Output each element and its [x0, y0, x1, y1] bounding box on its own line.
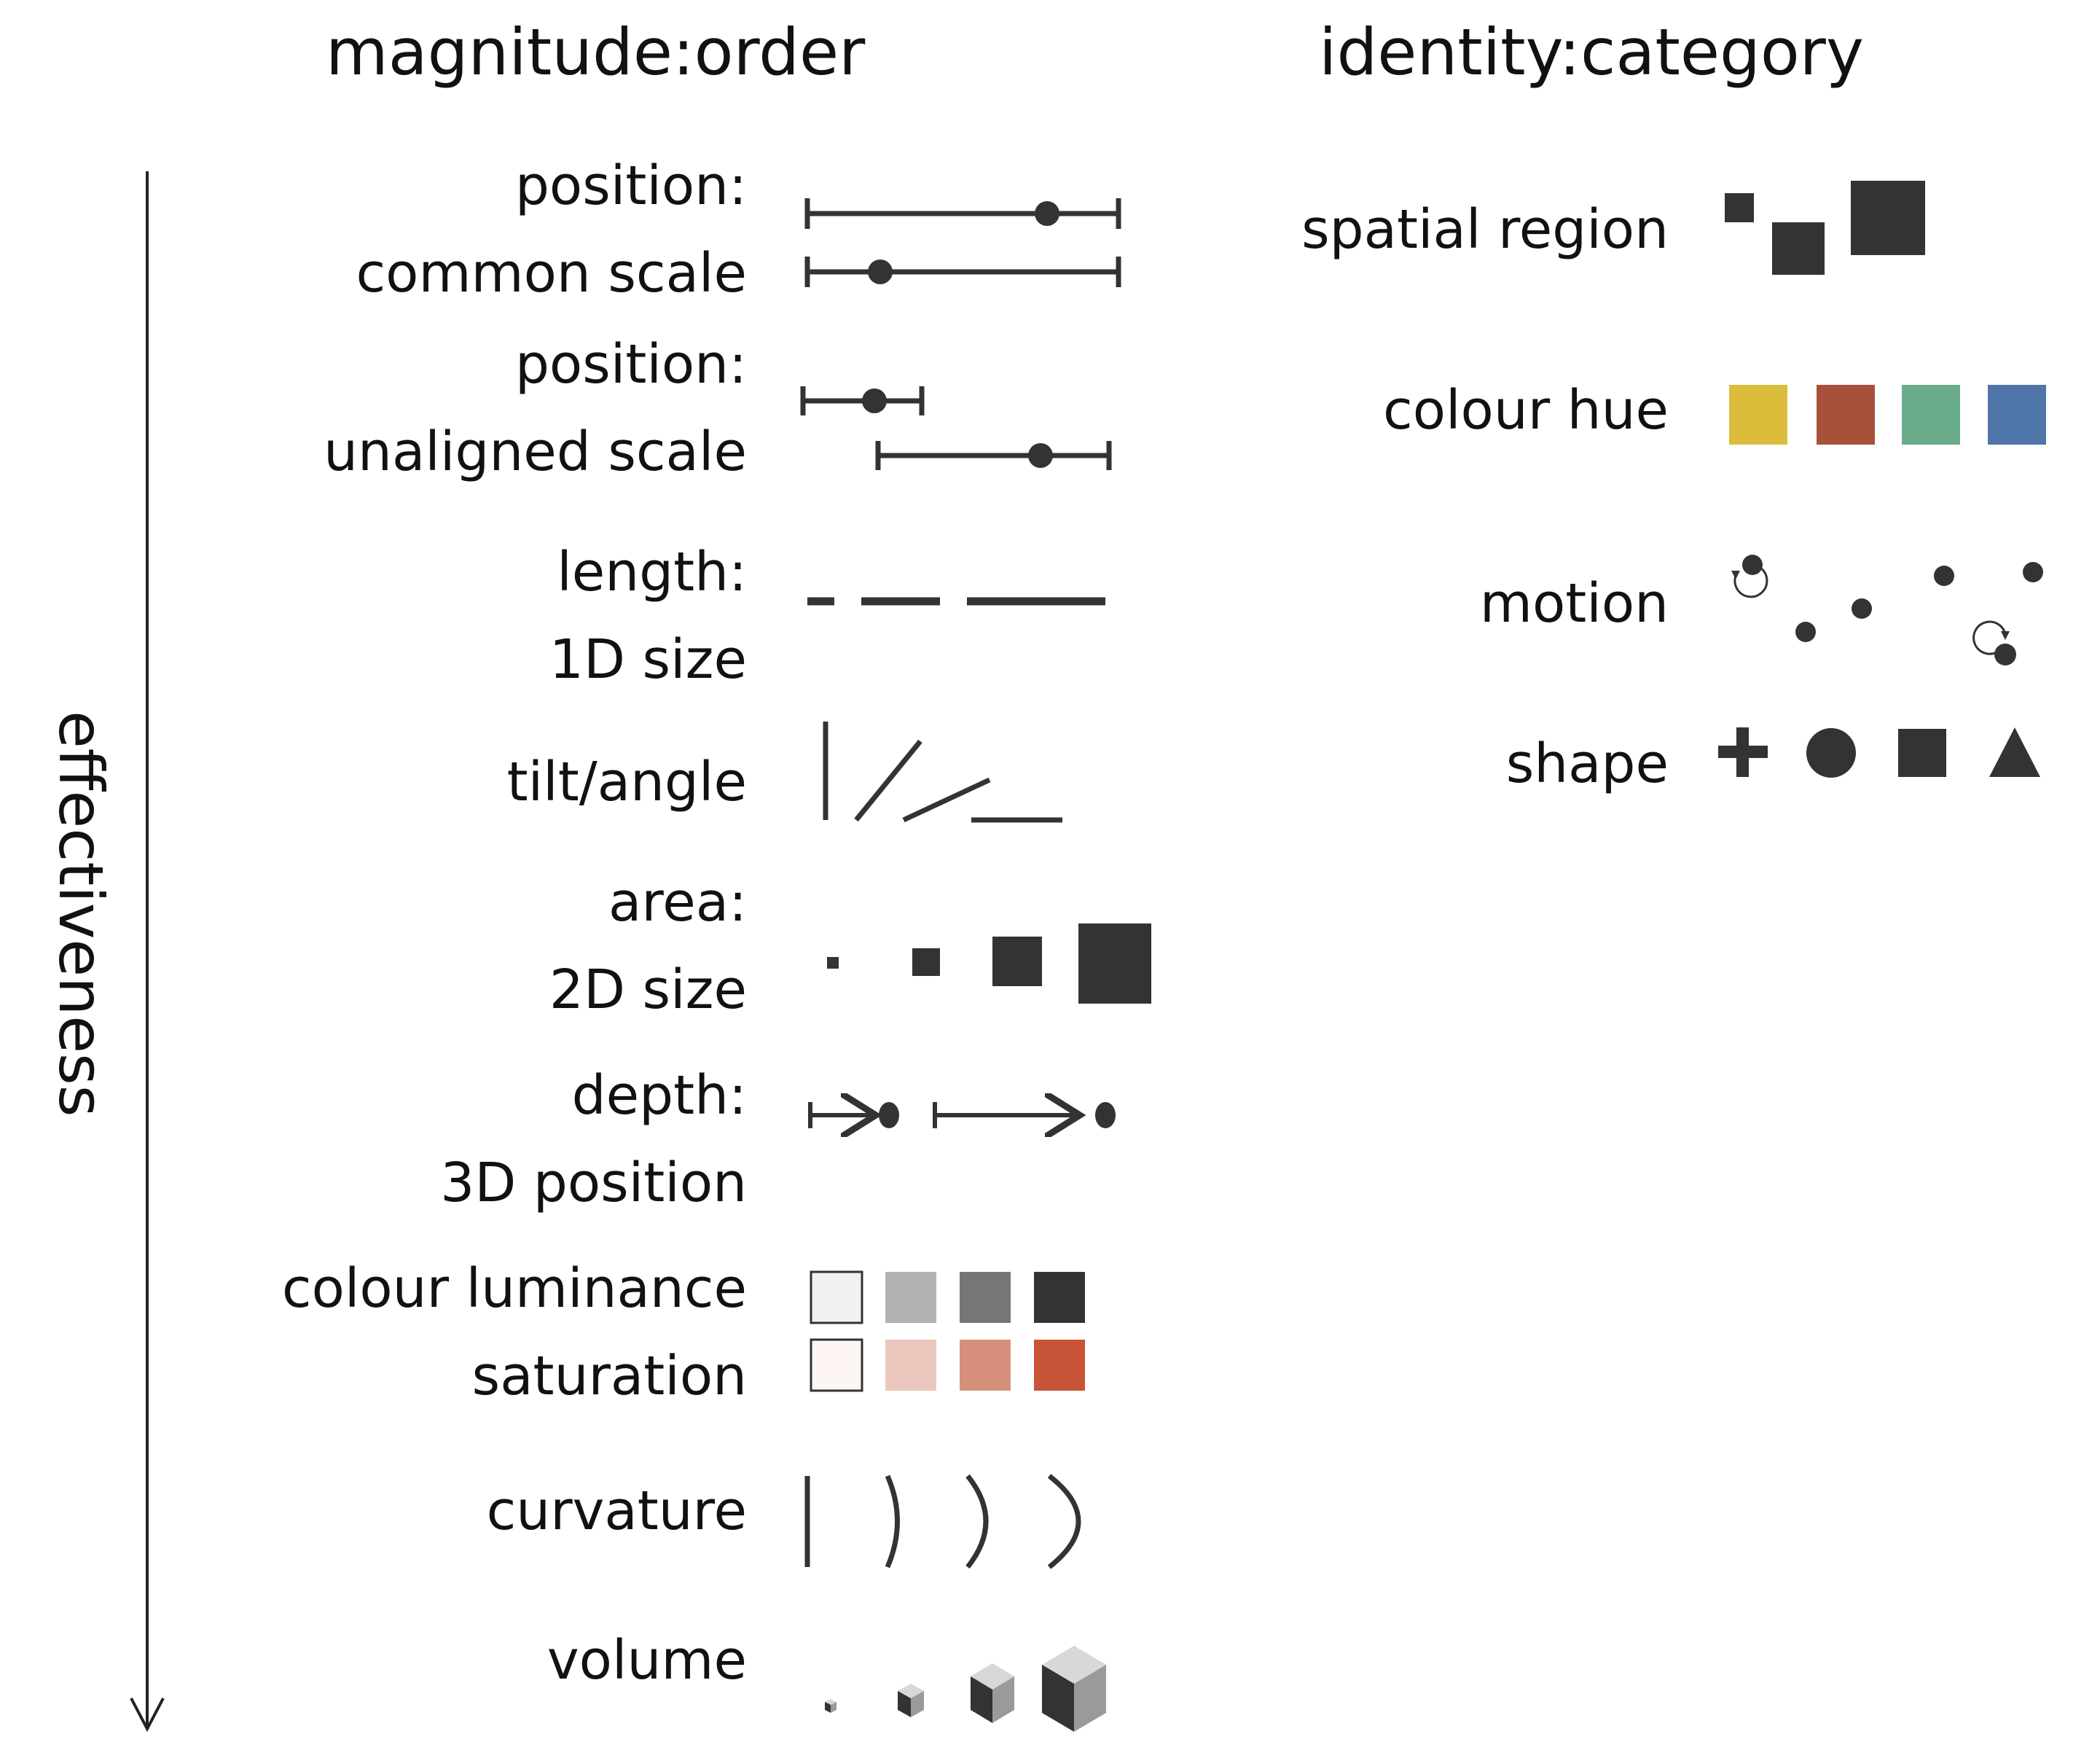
plus-icon [1718, 727, 1768, 777]
circle-icon [1806, 728, 1856, 778]
channel-label-colour-hue: colour hue [1383, 379, 1669, 442]
channel-label-position-common-2: common scale [356, 242, 748, 305]
channel-label-tilt-angle: tilt/angle [506, 751, 747, 813]
square-icon [1898, 729, 1946, 777]
effectiveness-arrow-icon [130, 171, 165, 1733]
area-glyph [827, 923, 1151, 1004]
cube-1-icon [825, 1699, 837, 1713]
channel-label-luminance: colour luminance [281, 1257, 747, 1320]
depth-glyph [808, 1102, 1116, 1128]
channel-label-position-unaligned-1: position: [514, 333, 747, 396]
cube-2-icon [898, 1684, 924, 1717]
channel-label-curvature: curvature [486, 1480, 747, 1542]
channel-label-saturation: saturation [471, 1345, 747, 1407]
channel-label-position-common-1: position: [514, 155, 747, 217]
channel-label-motion: motion [1479, 572, 1669, 635]
spatial-region-glyph [1725, 181, 1925, 275]
luminance-glyph [810, 1270, 1085, 1324]
triangle-icon [1989, 727, 2040, 777]
channel-label-shape: shape [1505, 733, 1669, 795]
volume-glyph [825, 1646, 1106, 1732]
saturation-glyph [810, 1338, 1085, 1392]
motion-glyph [1731, 555, 2043, 665]
channel-label-position-unaligned-2: unaligned scale [324, 421, 747, 483]
magnitude-order-title: magnitude:order [326, 15, 866, 90]
channel-label-depth-2: 3D position [440, 1152, 747, 1214]
cube-4-icon [1042, 1646, 1106, 1732]
channel-label-depth-1: depth: [571, 1064, 747, 1127]
shape-glyph [1718, 727, 2040, 778]
cube-3-icon [971, 1663, 1014, 1723]
channel-label-area-1: area: [608, 871, 747, 934]
identity-category-title: identity:category [1319, 15, 1864, 90]
channel-label-length-1: length: [557, 541, 747, 603]
channel-label-length-2: 1D size [549, 628, 747, 691]
position-common-scale-glyph [804, 198, 1121, 287]
colour-hue-glyph [1729, 385, 2046, 445]
channel-label-area-2: 2D size [549, 958, 747, 1021]
position-unaligned-scale-glyph [800, 386, 1112, 470]
channel-label-spatial-region: spatial region [1301, 198, 1669, 261]
channel-label-volume: volume [546, 1629, 747, 1692]
curvature-glyph [804, 1474, 1081, 1569]
tilt-angle-glyph [823, 722, 1062, 823]
